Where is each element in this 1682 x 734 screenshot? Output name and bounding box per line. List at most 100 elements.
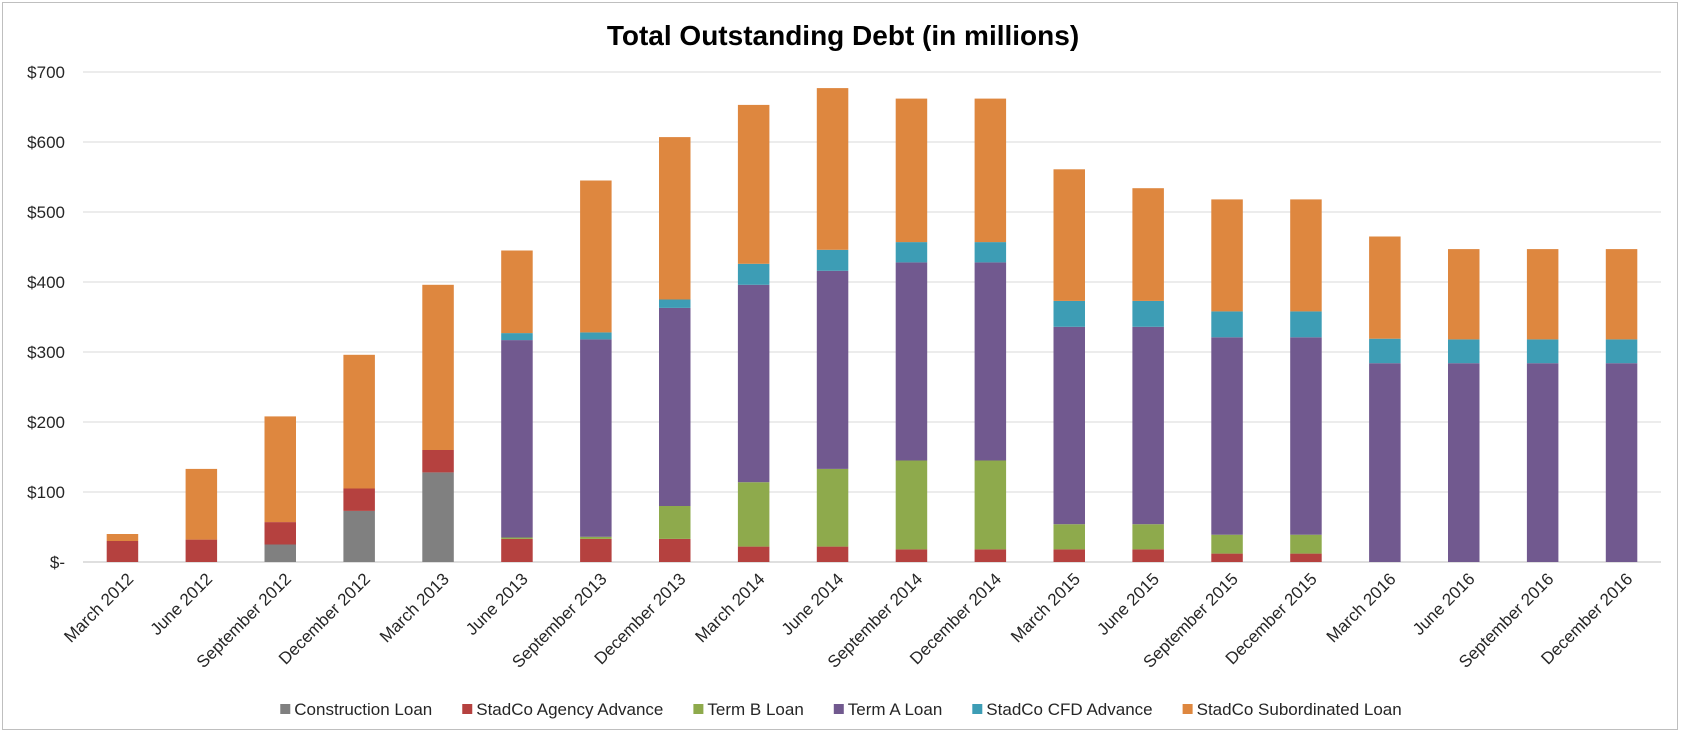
legend-item: Construction Loan	[280, 700, 432, 719]
bar-segment	[422, 450, 454, 473]
bar-segment	[659, 538, 691, 562]
y-tick-label: $400	[27, 273, 65, 292]
bar-segment	[895, 460, 928, 550]
bar-segment	[580, 332, 612, 340]
legend-item: StadCo Agency Advance	[462, 700, 663, 719]
bar-segment	[737, 263, 770, 285]
x-tick-label: June 2013	[462, 569, 532, 639]
y-axis: $- $100 $200 $300 $400 $500 $600 $700	[27, 63, 65, 572]
bar-segment	[974, 242, 1007, 263]
bar-segment	[974, 262, 1007, 461]
bar-segment	[343, 488, 375, 511]
legend-label: StadCo CFD Advance	[986, 700, 1152, 719]
bar-segment	[974, 460, 1007, 550]
bar-segment	[659, 506, 691, 539]
bar-segment	[816, 546, 849, 562]
bar-segment	[1526, 339, 1559, 364]
bar-segment	[1605, 249, 1638, 340]
x-tick-label: March 2012	[60, 569, 137, 646]
bar-segment	[501, 537, 533, 539]
bar-segment	[1132, 300, 1164, 327]
bar-segment	[737, 104, 770, 264]
bar-segment	[1369, 236, 1401, 339]
bar-segment	[1448, 363, 1480, 562]
bar-segment	[185, 468, 218, 540]
bar-segment	[659, 299, 691, 308]
bar-segment	[1211, 553, 1243, 562]
bar-segment	[816, 88, 849, 250]
bar-segment	[1053, 169, 1085, 301]
bar-segment	[1448, 339, 1480, 364]
y-tick-label: $100	[27, 483, 65, 502]
stacked-bar-chart: Total Outstanding Debt (in millions) $- $…	[27, 20, 1661, 719]
bar-segment	[1132, 549, 1164, 562]
bar-segment	[1369, 363, 1401, 562]
bar-segment	[1290, 553, 1322, 562]
bar-segment	[501, 250, 533, 334]
bar-segment	[580, 339, 612, 537]
legend-swatch	[833, 704, 844, 714]
x-tick-label: June 2015	[1093, 569, 1163, 639]
x-tick-label: March 2015	[1007, 569, 1084, 646]
legend-label: StadCo Agency Advance	[476, 700, 663, 719]
y-tick-label: $600	[27, 133, 65, 152]
legend-swatch	[462, 704, 473, 714]
bar-segment	[895, 262, 928, 461]
bar-segment	[1053, 300, 1085, 327]
x-tick-label: March 2014	[692, 569, 769, 646]
x-tick-label: June 2016	[1409, 569, 1479, 639]
gridlines	[83, 71, 1661, 563]
bar-segment	[737, 482, 770, 547]
bar-segment	[895, 549, 928, 562]
bars	[106, 88, 1638, 562]
y-tick-label: $200	[27, 413, 65, 432]
legend-label: Construction Loan	[294, 700, 432, 719]
y-tick-label: $-	[50, 553, 65, 572]
legend-swatch	[280, 704, 291, 714]
bar-segment	[422, 284, 454, 450]
legend-swatch	[972, 704, 983, 714]
legend-item: StadCo CFD Advance	[972, 700, 1153, 719]
bar-segment	[1290, 534, 1322, 554]
x-tick-label: June 2014	[778, 569, 848, 639]
bar-segment	[1605, 339, 1638, 364]
bar-segment	[1211, 534, 1243, 554]
bar-segment	[816, 249, 849, 271]
bar-segment	[185, 539, 218, 562]
bar-segment	[1053, 326, 1085, 525]
legend-label: StadCo Subordinated Loan	[1197, 700, 1402, 719]
bar-segment	[1290, 337, 1322, 535]
y-tick-label: $700	[27, 63, 65, 82]
bar-segment	[106, 534, 139, 541]
chart-title: Total Outstanding Debt (in millions)	[607, 20, 1079, 51]
bar-segment	[895, 242, 928, 263]
bar-segment	[1053, 549, 1085, 562]
y-tick-label: $300	[27, 343, 65, 362]
legend-item: StadCo Subordinated Loan	[1182, 700, 1402, 719]
bar-segment	[343, 510, 375, 562]
bar-segment	[343, 354, 375, 489]
bar-segment	[1132, 188, 1164, 301]
bar-segment	[659, 137, 691, 300]
bar-segment	[264, 416, 296, 523]
bar-segment	[580, 180, 612, 333]
bar-segment	[1053, 524, 1085, 550]
bar-segment	[1211, 199, 1243, 312]
bar-segment	[1605, 363, 1638, 562]
bar-segment	[816, 468, 849, 547]
bar-segment	[501, 333, 533, 341]
bar-segment	[1290, 199, 1322, 312]
legend-swatch	[693, 704, 704, 714]
bar-segment	[264, 544, 296, 562]
x-tick-label: June 2012	[147, 569, 217, 639]
legend: Construction Loan StadCo Agency Advance Te…	[280, 700, 1402, 719]
bar-segment	[422, 472, 454, 562]
bar-segment	[816, 270, 849, 469]
legend-item: Term B Loan	[693, 700, 804, 719]
bar-segment	[106, 541, 139, 562]
bar-segment	[1369, 338, 1401, 364]
legend-label: Term A Loan	[848, 700, 943, 719]
bar-segment	[1448, 249, 1480, 340]
bar-segment	[974, 98, 1007, 243]
